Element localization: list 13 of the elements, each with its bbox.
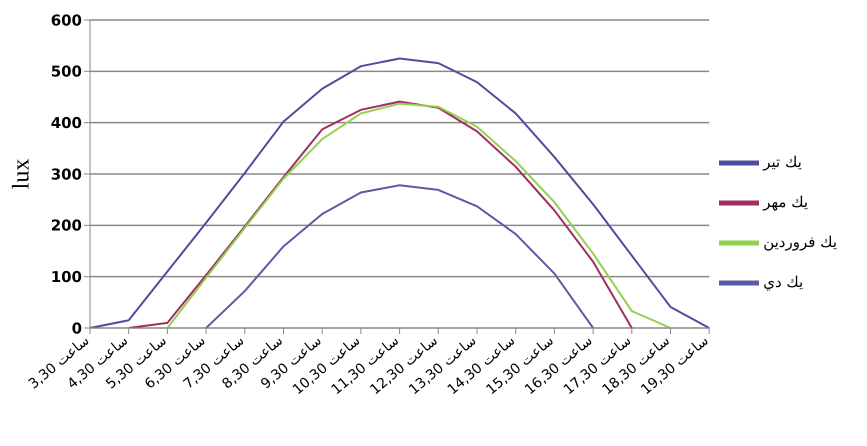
y-tick-label: 100	[50, 268, 82, 286]
legend-label: يك مهر	[763, 193, 808, 212]
line-series	[205, 184, 594, 328]
y-tick-label: 200	[50, 216, 82, 235]
y-tick-label: 400	[50, 114, 82, 132]
legend-label: يك فروردين	[763, 233, 837, 252]
y-tick-label: 300	[50, 165, 82, 184]
y-tick-label: 600	[50, 11, 82, 30]
y-axis-title: lux	[8, 158, 35, 190]
y-tick-label: 500	[50, 62, 82, 81]
legend-label: يك دي	[763, 273, 804, 292]
legend-label: يك تير	[763, 153, 802, 172]
y-tick-label: 0	[72, 319, 82, 338]
